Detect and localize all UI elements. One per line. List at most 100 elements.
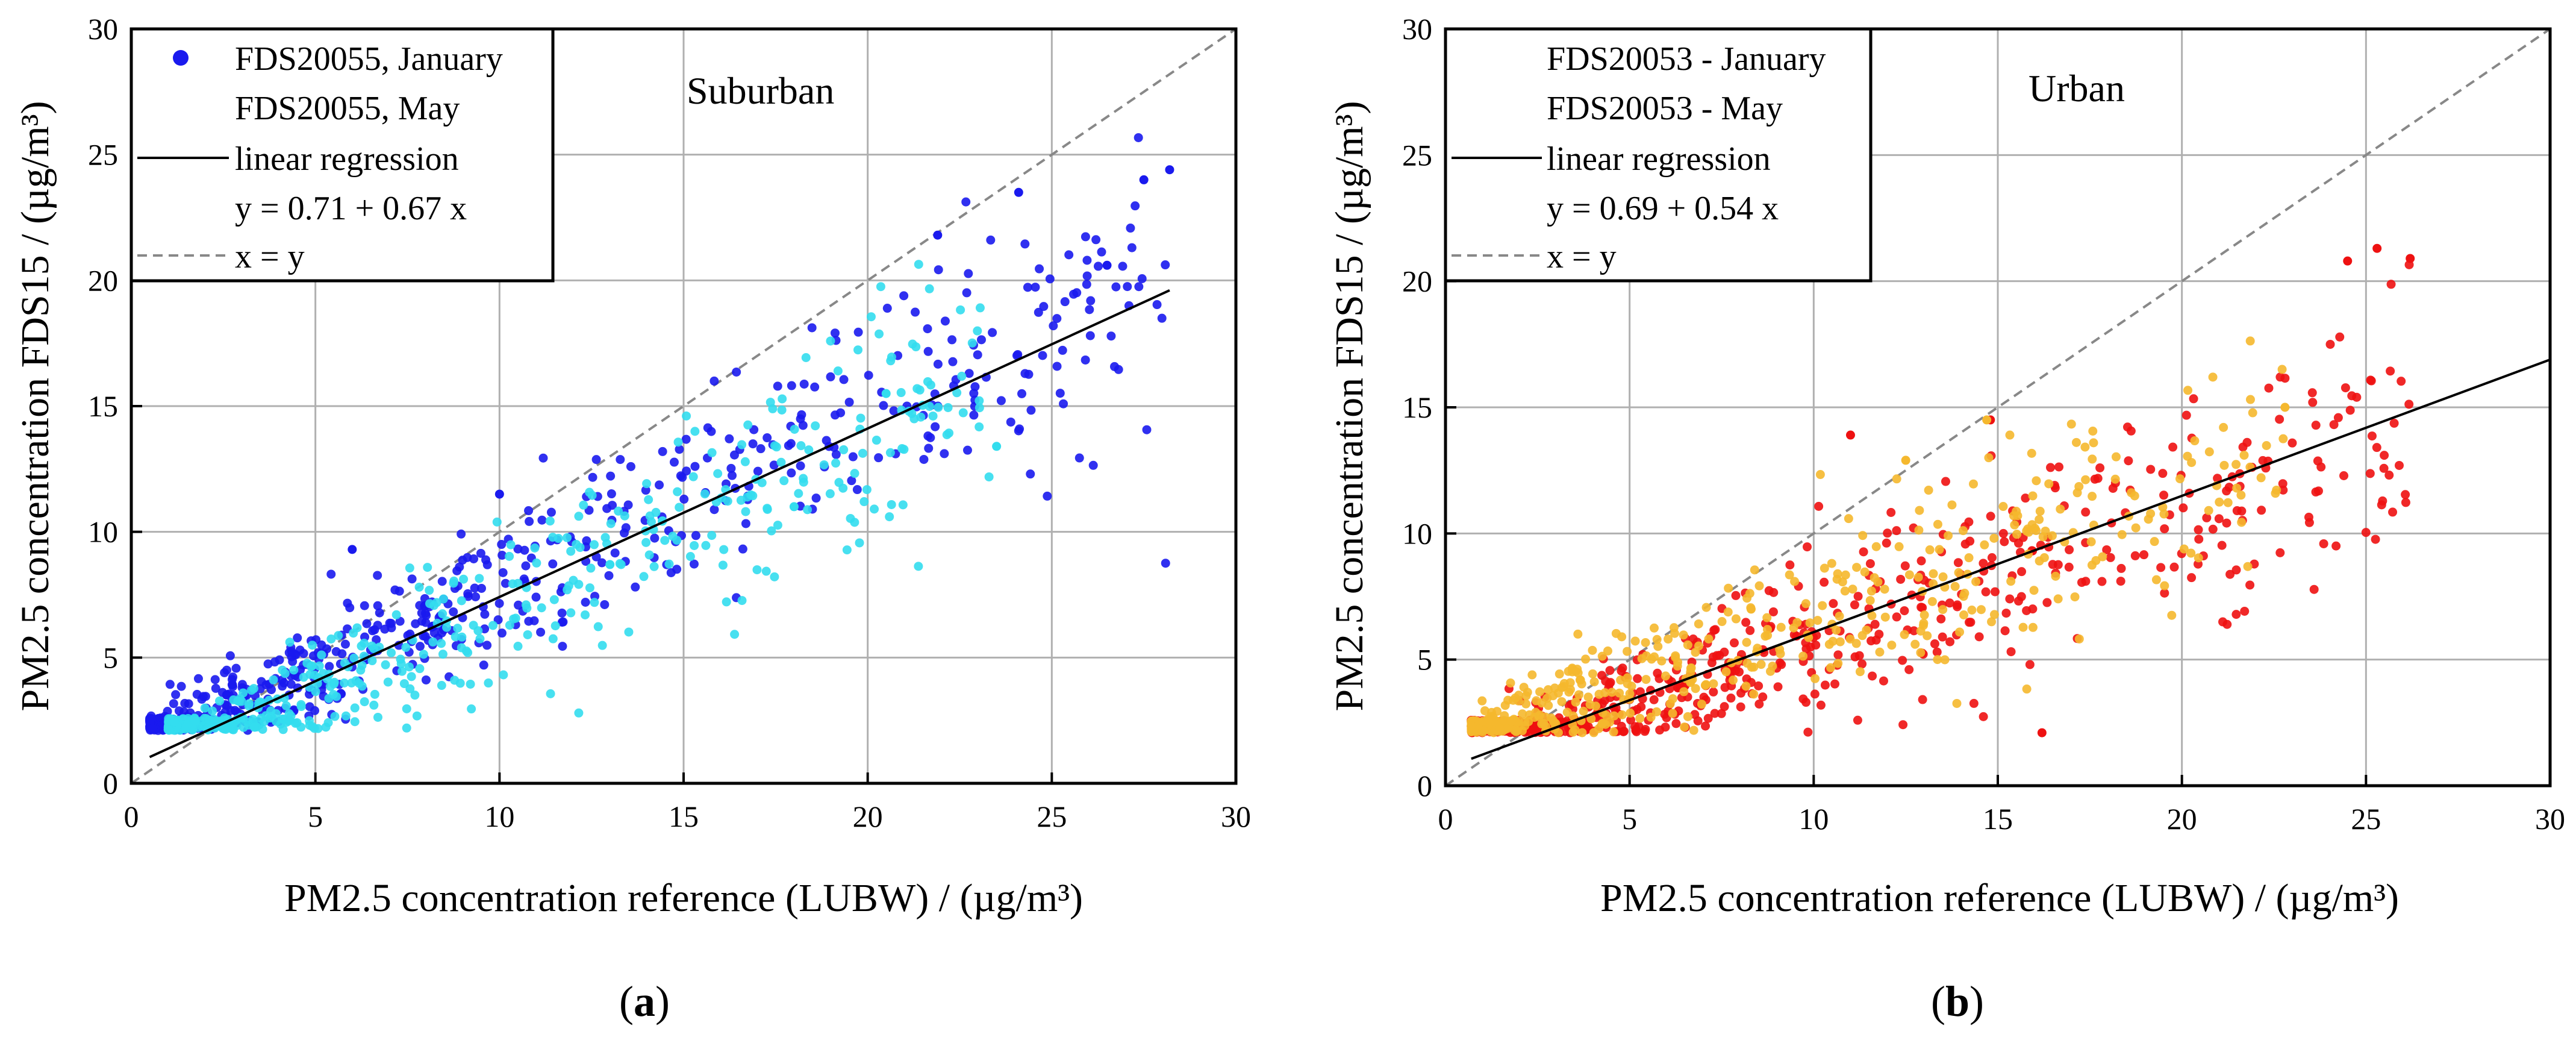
scatter-point — [644, 550, 654, 560]
scatter-point — [494, 598, 504, 608]
scatter-point — [2319, 539, 2328, 548]
scatter-point — [1918, 603, 1927, 612]
scatter-point — [819, 460, 829, 469]
scatter-point — [1623, 673, 1632, 683]
legend-series1-a: FDS20055, January — [235, 40, 503, 78]
x-tick-label: 15 — [1983, 802, 2013, 836]
series-may — [163, 260, 1002, 735]
legend-regression-a: linear regression — [235, 140, 459, 178]
x-tick-label: 30 — [2535, 802, 2565, 836]
scatter-point — [1981, 587, 1991, 597]
scatter-point — [1950, 581, 1960, 591]
scatter-point — [1668, 694, 1677, 704]
scatter-point — [961, 197, 971, 207]
scatter-point — [357, 681, 367, 691]
scatter-point — [2186, 548, 2196, 558]
scatter-point — [457, 596, 466, 606]
scatter-point — [2335, 332, 2345, 342]
scatter-point — [1619, 727, 1629, 736]
scatter-point — [2021, 493, 2030, 503]
scatter-point — [872, 436, 881, 445]
scatter-point — [2309, 584, 2319, 594]
scatter-point — [1017, 389, 1027, 398]
scatter-point — [1609, 711, 1619, 721]
scatter-point — [1789, 630, 1799, 639]
scatter-point — [1820, 577, 1829, 587]
scatter-point — [2215, 497, 2224, 507]
scatter-point — [1798, 694, 1808, 704]
scatter-point — [451, 632, 460, 642]
scatter-point — [1679, 687, 1689, 697]
scatter-point — [737, 596, 747, 606]
scatter-point — [847, 476, 856, 486]
scatter-point — [2219, 422, 2228, 432]
scatter-point — [839, 375, 849, 384]
scatter-point — [229, 695, 239, 705]
scatter-point — [934, 265, 943, 275]
scatter-point — [1477, 696, 1487, 706]
scatter-point — [962, 288, 971, 298]
scatter-point — [348, 545, 357, 554]
scatter-point — [1801, 599, 1810, 609]
scatter-point — [530, 543, 540, 553]
scatter-point — [1792, 618, 1802, 627]
scatter-point — [289, 665, 299, 675]
scatter-point — [831, 459, 841, 468]
scatter-point — [1854, 651, 1864, 660]
scatter-point — [2124, 456, 2133, 466]
scatter-point — [1031, 283, 1040, 292]
scatter-point — [438, 650, 448, 659]
scatter-point — [1704, 634, 1714, 644]
scatter-point — [506, 540, 516, 550]
scatter-point — [488, 621, 498, 630]
scatter-point — [2262, 441, 2271, 451]
scatter-point — [642, 479, 652, 489]
scatter-point — [1069, 289, 1079, 299]
scatter-point — [1137, 274, 1147, 283]
y-tick-label: 25 — [88, 138, 118, 172]
scatter-point — [482, 641, 492, 650]
scatter-point — [1860, 567, 1870, 577]
scatter-point — [429, 601, 438, 610]
scatter-point — [1709, 625, 1719, 635]
scatter-point — [428, 637, 438, 647]
scatter-point — [752, 565, 762, 575]
scatter-point — [874, 453, 884, 463]
scatter-point — [923, 324, 932, 334]
scatter-point — [655, 480, 664, 490]
scatter-point — [964, 269, 973, 278]
x-tick-label: 5 — [308, 800, 323, 833]
scatter-point — [737, 440, 747, 449]
scatter-point — [1820, 680, 1830, 690]
scatter-point — [1859, 547, 1868, 557]
scatter-point — [1731, 590, 1741, 600]
scatter-point — [329, 690, 338, 700]
scatter-point — [975, 422, 984, 431]
scatter-point — [2110, 474, 2120, 484]
scatter-point — [830, 328, 840, 338]
scatter-point — [605, 560, 615, 569]
scatter-point — [497, 628, 507, 638]
scatter-point — [2214, 514, 2224, 524]
scatter-point — [2001, 609, 2011, 618]
scatter-point — [1900, 606, 1909, 616]
scatter-point — [453, 624, 463, 633]
scatter-point — [1867, 586, 1876, 596]
scatter-point — [1998, 502, 2008, 512]
scatter-point — [789, 502, 799, 512]
scatter-point — [1750, 565, 1759, 575]
x-tick-label: 25 — [1037, 800, 1067, 833]
legend-series1-b: FDS20053 - January — [1547, 40, 1826, 78]
scatter-point — [2248, 408, 2257, 418]
scatter-point — [1873, 577, 1883, 587]
scatter-point — [1499, 716, 1509, 725]
scatter-point — [2190, 436, 2200, 446]
scatter-point — [706, 427, 716, 436]
scatter-point — [2218, 617, 2228, 627]
scatter-point — [1745, 625, 1755, 635]
scatter-point — [414, 582, 424, 592]
scatter-point — [807, 323, 817, 333]
legend-series2-b: FDS20053 - May — [1547, 90, 1783, 127]
scatter-point — [1816, 700, 1826, 710]
scatter-point — [326, 634, 336, 644]
